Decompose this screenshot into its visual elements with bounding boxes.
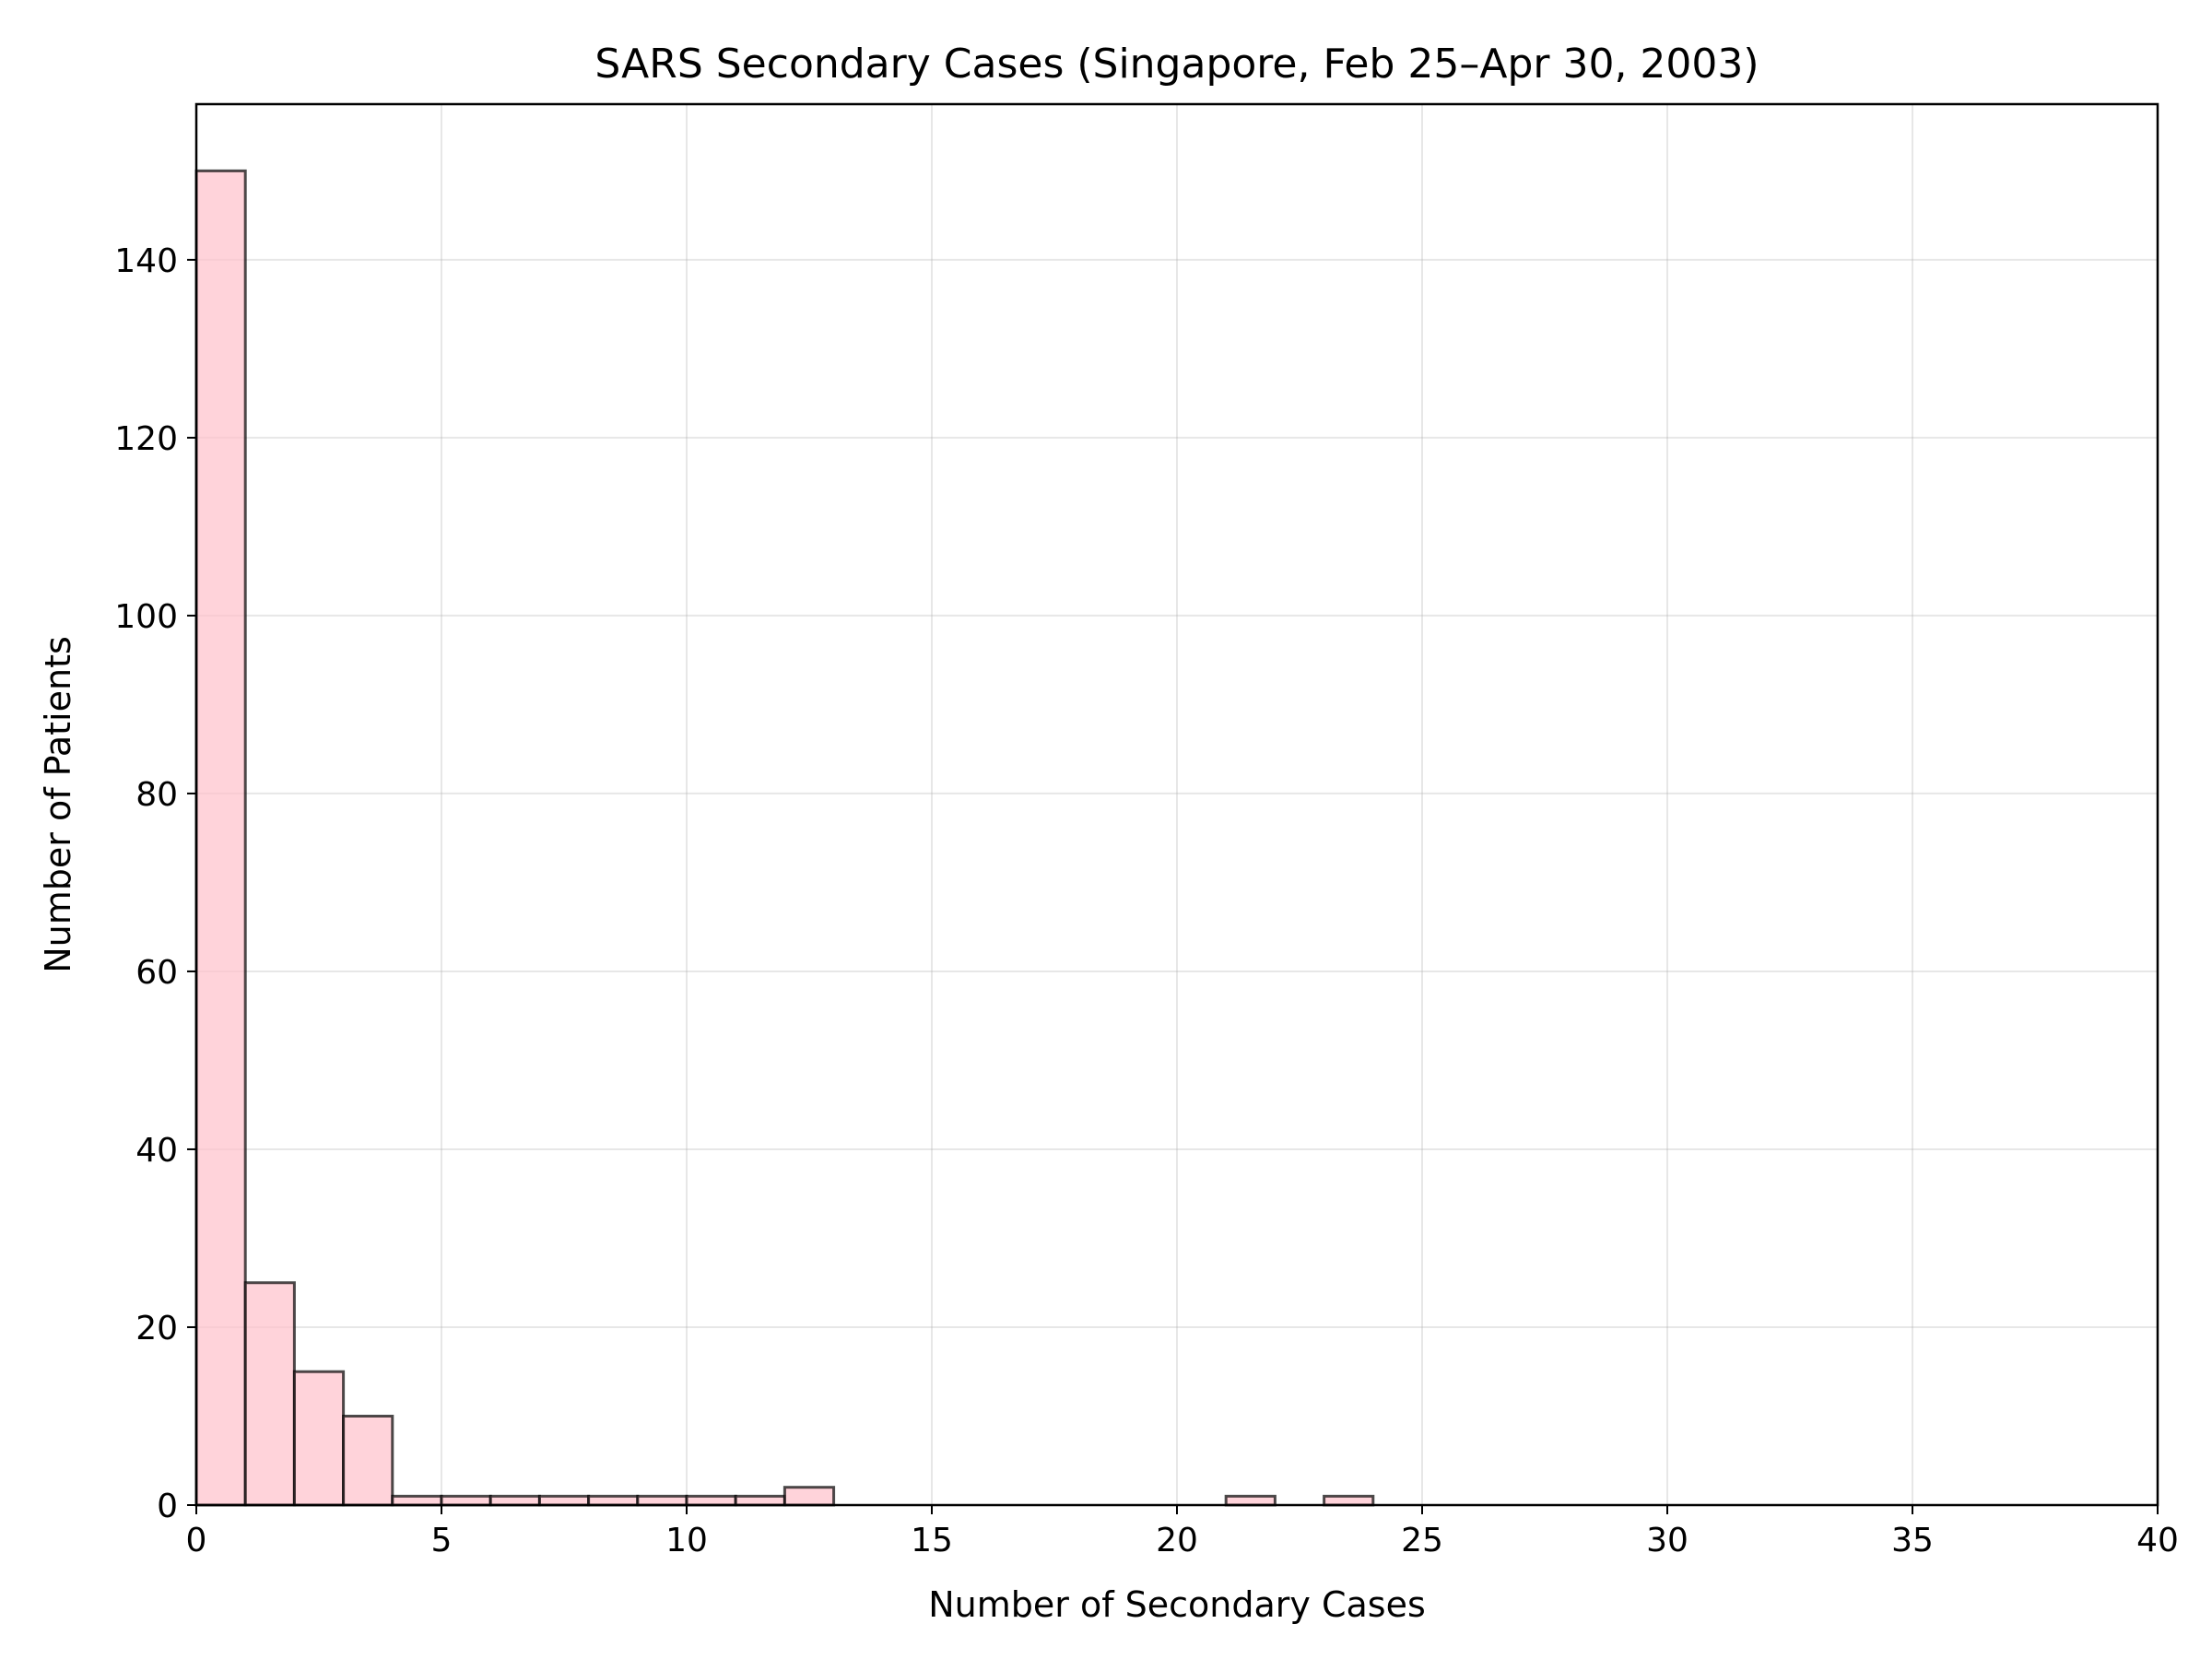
histogram-bars — [194, 169, 1375, 1507]
histogram-bar — [587, 1494, 640, 1507]
histogram-bar — [194, 169, 247, 1507]
histogram-bar — [1323, 1494, 1375, 1507]
x-tick-label: 20 — [1156, 1522, 1198, 1559]
x-tick-label: 40 — [2136, 1522, 2179, 1559]
histogram-bar — [636, 1494, 688, 1507]
x-tick-label: 10 — [665, 1522, 708, 1559]
y-tick-label: 80 — [135, 776, 178, 814]
histogram-bar — [243, 1281, 296, 1507]
y-tick-label: 0 — [157, 1488, 178, 1525]
x-axis-ticks: 0 5 10 15 20 25 30 35 40 — [186, 1505, 2179, 1559]
histogram-bar — [488, 1494, 541, 1507]
histogram-bar — [440, 1494, 492, 1507]
y-tick-label: 20 — [135, 1310, 178, 1347]
chart-title: SARS Secondary Cases (Singapore, Feb 25–… — [594, 41, 1759, 88]
grid-lines — [195, 104, 2159, 1506]
histogram-bar — [685, 1494, 737, 1507]
x-tick-label: 35 — [1891, 1522, 1934, 1559]
histogram-bar — [342, 1414, 394, 1507]
y-tick-label: 40 — [135, 1132, 178, 1170]
x-tick-label: 5 — [431, 1522, 453, 1559]
x-tick-label: 30 — [1646, 1522, 1688, 1559]
histogram-bar — [1224, 1494, 1277, 1507]
x-tick-label: 25 — [1401, 1522, 1443, 1559]
y-tick-label: 120 — [114, 420, 178, 458]
y-tick-label: 60 — [135, 954, 178, 992]
histogram-bar — [537, 1494, 591, 1507]
y-axis-ticks: 0 20 40 60 80 100 120 140 — [114, 242, 196, 1525]
histogram-bar — [734, 1494, 786, 1507]
histogram-bar — [292, 1370, 346, 1507]
histogram-bar — [782, 1486, 836, 1507]
y-axis-label: Number of Patients — [38, 636, 78, 973]
y-tick-label: 100 — [114, 598, 178, 636]
y-tick-label: 140 — [114, 242, 178, 280]
histogram-bar — [391, 1494, 443, 1507]
x-tick-label: 0 — [186, 1522, 207, 1559]
x-tick-label: 15 — [911, 1522, 953, 1559]
x-axis-label: Number of Secondary Cases — [928, 1584, 1426, 1625]
